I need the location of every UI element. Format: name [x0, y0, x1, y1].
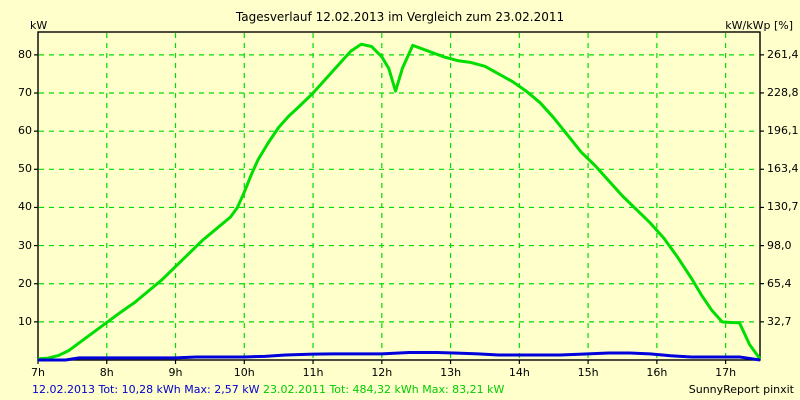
- series-line-12-02-2013: [38, 351, 761, 362]
- chart-title: Tagesverlauf 12.02.2013 im Vergleich zum…: [235, 10, 565, 24]
- y-axis-right-tick: 196,1: [767, 124, 799, 138]
- vertical-gridlines: [106, 33, 727, 359]
- y-axis-left-tick: 60: [18, 124, 32, 138]
- y-axis-right-title: kW/kWp [%]: [725, 19, 793, 32]
- x-axis-tick: 17h: [715, 366, 737, 379]
- legend-entry-green: 23.02.2011 Tot: 484,32 kWh Max: 83,21 kW: [262, 383, 505, 396]
- y-axis-right-tick: 130,7: [767, 200, 799, 214]
- y-axis-left-tick: 80: [18, 47, 32, 61]
- x-axis-tick: 9h: [168, 366, 183, 379]
- y-axis-left-tick: 40: [18, 200, 32, 214]
- y-axis-right-tick: 261,4: [767, 47, 799, 61]
- x-axis-tick: 7h: [31, 366, 45, 379]
- plot-background: [38, 32, 760, 360]
- y-axis-right-tick: 98,0: [767, 238, 792, 252]
- y-axis-left-tick: 20: [18, 276, 32, 290]
- data-series-group: [37, 42, 762, 362]
- y-axis-right-tick: 32,7: [767, 314, 792, 328]
- x-axis-tick: 11h: [302, 366, 324, 379]
- y-axis-left-tick: 50: [18, 162, 32, 176]
- series-line-23-02-2011: [37, 42, 762, 361]
- x-axis-tick: 10h: [233, 366, 255, 379]
- y-axis-right-tick: 65,4: [767, 276, 792, 290]
- x-axis-tick: 8h: [99, 366, 114, 379]
- y-axis-left-title: kW: [30, 19, 48, 32]
- y-axis-left-tick: 70: [18, 86, 32, 100]
- legend-entry-blue: 12.02.2013 Tot: 10,28 kWh Max: 2,57 kW: [32, 383, 260, 396]
- horizontal-gridlines: [39, 54, 759, 323]
- y-axis-right-tick: 228,8: [767, 85, 799, 99]
- y-axis-right-tick: 163,4: [767, 162, 799, 176]
- y-axis-left-tick: 30: [18, 238, 32, 252]
- x-axis-tick: 13h: [440, 366, 462, 379]
- chart-legend: 12.02.2013 Tot: 10,28 kWh Max: 2,57 kW 2…: [32, 384, 504, 395]
- x-axis-tick: 15h: [577, 366, 599, 379]
- plot-border: [37, 31, 761, 361]
- y-axis-left-tick: 10: [18, 314, 32, 328]
- x-axis-tick: 12h: [371, 366, 393, 379]
- credit-label: SunnyReport pinxit: [688, 383, 794, 396]
- x-axis-tick: 14h: [508, 366, 530, 379]
- x-axis-tick: 16h: [646, 366, 668, 379]
